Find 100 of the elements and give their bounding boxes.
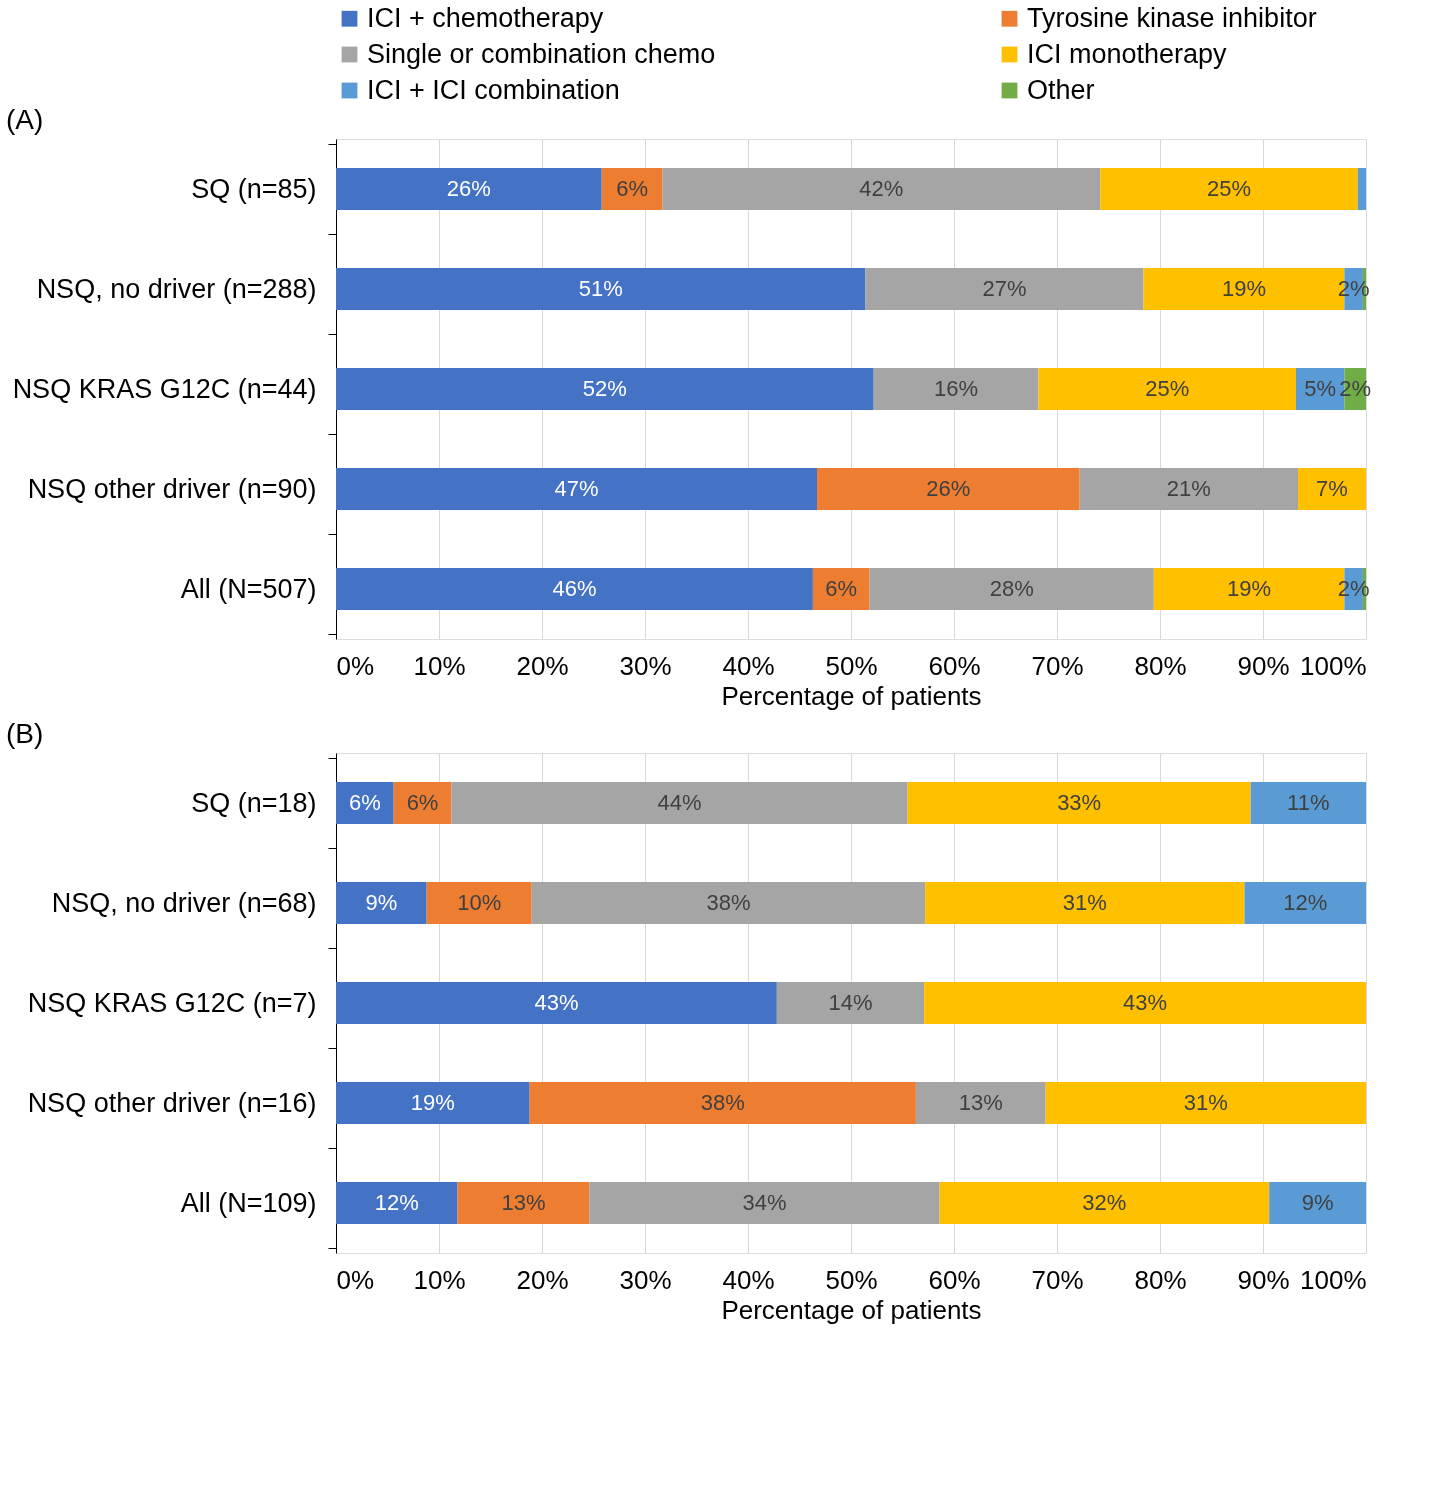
legend-label: Single or combination chemo — [367, 38, 716, 69]
data-label: 44% — [657, 790, 702, 815]
data-label: 13% — [958, 1090, 1003, 1115]
bar — [1298, 468, 1366, 510]
x-tick-label: 20% — [516, 1264, 569, 1295]
x-tick-label: 60% — [928, 1264, 981, 1295]
bar — [869, 568, 1154, 610]
bar — [1244, 882, 1366, 924]
x-tick-label: 70% — [1031, 650, 1084, 681]
bar — [1269, 1182, 1366, 1224]
bar — [1250, 782, 1366, 824]
bar — [662, 168, 1101, 210]
bar — [1079, 468, 1299, 510]
x-tick-label: 60% — [928, 650, 981, 681]
data-label: 11% — [1287, 790, 1330, 815]
bar — [1045, 1082, 1366, 1124]
data-label: 28% — [989, 576, 1034, 601]
bar — [1357, 168, 1366, 210]
bar — [336, 782, 394, 824]
data-label: 31% — [1062, 890, 1107, 915]
data-label: 52% — [582, 376, 627, 401]
bar — [907, 782, 1251, 824]
bar — [925, 882, 1245, 924]
bar — [601, 168, 663, 210]
data-label: 21% — [1166, 476, 1211, 501]
x-tick-label: 0% — [336, 1264, 375, 1295]
bar — [531, 882, 926, 924]
data-label: 12% — [374, 1190, 419, 1215]
bar — [924, 982, 1366, 1024]
y-tick-label: NSQ, no driver (n=68) — [51, 887, 317, 918]
data-label: 10% — [457, 890, 502, 915]
data-label: 12% — [1283, 890, 1328, 915]
x-tick-label: 40% — [722, 1264, 775, 1295]
y-tick-label: NSQ KRAS G12C (n=44) — [12, 373, 317, 404]
x-tick-label: 90% — [1237, 650, 1290, 681]
x-tick-label: 10% — [413, 1264, 466, 1295]
bar — [939, 1182, 1270, 1224]
bar — [336, 168, 602, 210]
legend-label: ICI monotherapy — [1027, 38, 1228, 69]
x-tick-label: 20% — [516, 650, 569, 681]
bar — [817, 468, 1080, 510]
data-label: 32% — [1082, 1190, 1127, 1215]
data-label: 27% — [982, 276, 1027, 301]
data-label: 6% — [348, 790, 381, 815]
bar — [336, 268, 866, 310]
legend-label: Other — [1027, 74, 1095, 105]
data-label: 38% — [700, 1090, 745, 1115]
bar — [457, 1182, 590, 1224]
data-label: 6% — [825, 576, 858, 601]
x-tick-label: 10% — [413, 650, 466, 681]
data-label: 46% — [552, 576, 597, 601]
bar — [336, 882, 427, 924]
x-axis-title: Percentage of patients — [721, 680, 982, 711]
text: (A) — [6, 104, 44, 135]
data-label: 26% — [926, 476, 971, 501]
data-label: 9% — [365, 890, 398, 915]
bar — [589, 1182, 940, 1224]
data-label: 25% — [1206, 176, 1252, 201]
bar — [336, 468, 818, 510]
bar — [426, 882, 532, 924]
data-label: 6% — [406, 790, 439, 815]
data-label: 51% — [578, 276, 623, 301]
y-tick-label: NSQ KRAS G12C (n=7) — [27, 987, 317, 1018]
data-label: 33% — [1057, 790, 1102, 815]
bar — [336, 568, 813, 610]
y-tick-label: SQ (n=85) — [191, 173, 317, 204]
bar — [1100, 168, 1358, 210]
data-label: 43% — [1123, 990, 1168, 1015]
data-label: 43% — [534, 990, 579, 1015]
bar — [1038, 368, 1296, 410]
data-label: 7% — [1316, 476, 1348, 501]
x-tick-label: 100% — [1300, 1264, 1367, 1295]
x-tick-label: 100% — [1300, 650, 1367, 681]
x-tick-label: 50% — [825, 650, 878, 681]
legend-label: Tyrosine kinase inhibitor — [1027, 2, 1317, 33]
data-label: 14% — [828, 990, 873, 1015]
data-label: 26% — [446, 176, 491, 201]
data-label: 19% — [1227, 576, 1272, 601]
x-tick-label: 90% — [1237, 1264, 1290, 1295]
bar — [865, 268, 1144, 310]
data-label: 13% — [501, 1190, 546, 1215]
x-tick-label: 40% — [722, 650, 775, 681]
x-tick-label: 70% — [1031, 1264, 1084, 1295]
bar — [336, 1082, 530, 1124]
data-label: 38% — [706, 890, 751, 915]
y-tick-label: NSQ, no driver (n=288) — [36, 273, 317, 304]
y-tick-label: All (N=109) — [180, 1187, 317, 1218]
data-label: 31% — [1183, 1090, 1228, 1115]
y-tick-label: SQ (n=18) — [191, 787, 317, 818]
bar — [529, 1082, 916, 1124]
x-tick-label: 0% — [336, 650, 375, 681]
bar — [451, 782, 908, 824]
bar — [336, 1182, 458, 1224]
text: (B) — [6, 718, 44, 749]
data-label: 25% — [1145, 376, 1190, 401]
y-tick-label: NSQ other driver (n=16) — [27, 1087, 317, 1118]
data-label: 42% — [859, 176, 904, 201]
x-axis-title: Percentage of patients — [721, 1294, 982, 1325]
x-tick-label: 30% — [619, 1264, 672, 1295]
y-tick-label: All (N=507) — [180, 573, 317, 604]
